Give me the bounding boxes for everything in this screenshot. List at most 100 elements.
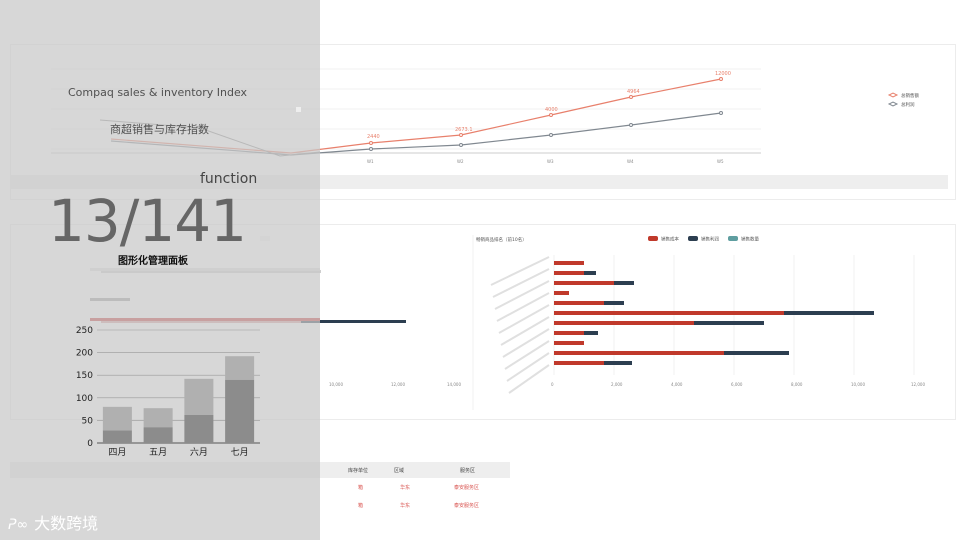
rank-bar-cost-6 [554, 321, 694, 325]
right-ranking-title: 畅销商品排名（前10名） [476, 236, 527, 243]
rank-bar-cost-0 [554, 261, 584, 265]
rank-bar-cost-1 [554, 271, 584, 275]
keyword-label: function [200, 171, 258, 187]
top-legend[interactable]: 总销售额 总利润 [887, 92, 919, 108]
slide-counter: 13/141 [48, 187, 247, 255]
point-label-5: 12000 [715, 71, 731, 77]
th-region: 区域 [394, 467, 404, 474]
legend-label-profit: 总利润 [901, 101, 915, 108]
faded-bar-1 [90, 268, 320, 271]
bar-七月-0 [225, 379, 255, 443]
th-unit: 库存单位 [348, 467, 368, 474]
faded-legend-2 [260, 236, 270, 241]
right-x-tick-0: 0 [551, 382, 554, 387]
right-ranking-bars [554, 261, 874, 365]
y-tick-label-0: 0 [87, 439, 93, 449]
bar-七月-1 [225, 356, 255, 380]
x-tick-label-0: 四月 [108, 447, 126, 458]
bar-四月-1 [102, 406, 132, 431]
left-x-tick-1: 10,000 [329, 382, 343, 387]
rank-bar-cost-9 [554, 351, 724, 355]
right-x-tick-5: 10,000 [851, 382, 865, 387]
legend-swatch-profit [688, 236, 698, 241]
overlay-panel: Compaq sales & inventory Index 商超销售与库存指数… [0, 0, 320, 540]
y-tick-label-2: 100 [76, 394, 93, 404]
rank-bar-profit-10 [604, 361, 632, 365]
legend-swatch-qty [728, 236, 738, 241]
rank-bar-profit-2 [614, 281, 634, 285]
right-x-tick-3: 6,000 [731, 382, 743, 387]
overlay-faded-content [90, 107, 320, 321]
subtitle-english: Compaq sales & inventory Index [68, 86, 248, 99]
bar-五月-0 [143, 427, 173, 443]
td-region-2: 华东 [400, 502, 410, 509]
x-tick-5: W5 [717, 159, 724, 164]
brand-logo-icon: ᕈ∞ [8, 517, 29, 533]
rank-bar-profit-4 [604, 301, 624, 305]
left-x-tick-3: 14,000 [447, 382, 461, 387]
rank-bar-cost-5 [554, 311, 784, 315]
td-service-2[interactable]: 泰安服务区 [454, 502, 479, 509]
td-region-1: 华东 [400, 484, 410, 491]
td-service-1[interactable]: 泰安服务区 [454, 484, 479, 491]
brand-logo-text: 大数跨境 [34, 514, 99, 533]
faded-bar-2 [90, 298, 130, 301]
point-label-2: 2673.1 [455, 127, 473, 133]
legend-label-sales: 总销售额 [901, 92, 919, 99]
bar-五月-1 [143, 408, 173, 428]
legend-marker-sales [887, 92, 899, 98]
th-service: 服务区 [460, 467, 475, 474]
point-label-1: 2440 [367, 134, 380, 140]
x-tick-1: W1 [367, 159, 374, 164]
right-ranking-legend[interactable]: 销售成本 销售利润 销售数量 [648, 236, 759, 243]
point-label-4: 4964 [627, 89, 640, 95]
legend-swatch-cost [648, 236, 658, 241]
right-x-tick-2: 4,000 [671, 382, 683, 387]
rank-bar-cost-3 [554, 291, 569, 295]
left-x-tick-2: 12,000 [391, 382, 405, 387]
rank-bar-cost-7 [554, 331, 584, 335]
rank-bar-cost-2 [554, 281, 614, 285]
legend-marker-profit [887, 101, 899, 107]
bar-六月-0 [184, 414, 214, 443]
y-tick-label-3: 150 [76, 371, 93, 381]
faded-marker [296, 107, 301, 112]
bar-六月-1 [184, 378, 214, 415]
rank-bar-profit-7 [584, 331, 598, 335]
x-tick-label-1: 五月 [149, 447, 167, 458]
rank-bar-profit-5 [784, 311, 874, 315]
legend-label-cost: 销售成本 [661, 236, 679, 243]
brand-logo[interactable]: ᕈ∞ 大数跨境 [8, 510, 98, 534]
bar-四月-0 [102, 430, 132, 443]
rank-bar-profit-6 [694, 321, 764, 325]
point-label-3: 4000 [545, 107, 558, 113]
inventory-table: 库存单位 区域 服务区 箱 华东 泰安服务区 箱 华东 泰安服务区 [348, 467, 479, 509]
profit-points [369, 111, 723, 151]
faded-legend-1 [150, 236, 170, 241]
right-ranking-y-labels [490, 256, 550, 394]
y-tick-label-5: 250 [76, 326, 93, 336]
x-tick-3: W3 [547, 159, 554, 164]
y-tick-label-1: 50 [82, 416, 94, 426]
x-tick-2: W2 [457, 159, 464, 164]
faded-bar-3 [90, 318, 320, 321]
monthly-stacked-bar-chart: 0 50 100 150 200 250 四月 五月 六月 七月 [76, 326, 260, 458]
right-x-tick-1: 2,000 [611, 382, 623, 387]
right-x-tick-6: 12,000 [911, 382, 925, 387]
subtitle-chinese: 商超销售与库存指数 [110, 123, 209, 136]
legend-label-profit2: 销售利润 [701, 236, 719, 243]
rank-bar-cost-10 [554, 361, 604, 365]
rank-bar-cost-4 [554, 301, 604, 305]
x-tick-label-3: 七月 [231, 447, 249, 458]
sales-points [369, 77, 723, 145]
rank-bar-profit-9 [724, 351, 789, 355]
td-unit-2: 箱 [358, 502, 363, 509]
x-tick-4: W4 [627, 159, 634, 164]
td-unit-1: 箱 [358, 484, 363, 491]
panel-title: 图形化管理面板 [118, 256, 188, 267]
rank-bar-cost-8 [554, 341, 584, 345]
faded-line [99, 119, 320, 157]
right-x-tick-4: 8,000 [791, 382, 803, 387]
